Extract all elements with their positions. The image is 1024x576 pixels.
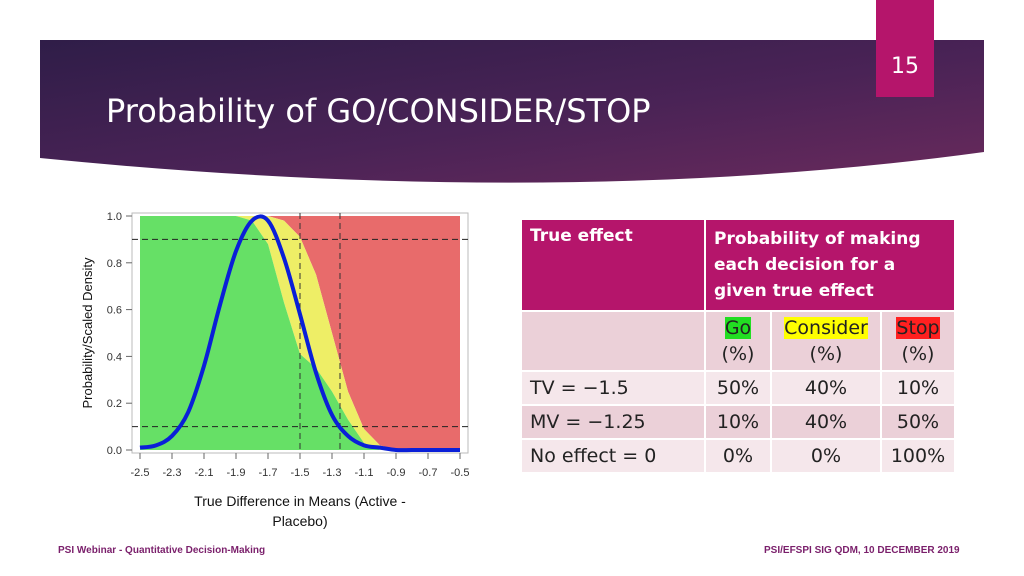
go-region — [140, 216, 460, 450]
x-tick-label: -2.1 — [195, 467, 214, 479]
table-row: MV = −1.25 10% 40% 50% — [520, 404, 956, 440]
table-row: TV = −1.5 50% 40% 10% — [520, 370, 956, 406]
x-tick-label: -0.7 — [419, 467, 438, 479]
stop-region — [140, 216, 460, 450]
y-tick-label: 0.2 — [107, 398, 122, 410]
row-label: No effect = 0 — [520, 438, 706, 474]
x-tick-label: -1.3 — [323, 467, 342, 479]
go-label: Go — [724, 317, 752, 339]
cell-stop: 10% — [880, 370, 956, 406]
footer-right: PSI/EFSPI SIG QDM, 10 DECEMBER 2019 — [764, 545, 960, 556]
consider-label: Consider — [784, 317, 868, 339]
y-tick-label: 0.6 — [107, 305, 122, 317]
table-header-row: True effect Probability of making each d… — [520, 218, 956, 312]
page-number: 15 — [876, 0, 934, 97]
table-subheader-row: Go (%) Consider (%) Stop (%) — [520, 310, 956, 372]
row-label: TV = −1.5 — [520, 370, 706, 406]
cell-stop: 100% — [880, 438, 956, 474]
cell-go: 50% — [704, 370, 772, 406]
x-tick-label: -1.1 — [355, 467, 374, 479]
probability-chart: 0.0 0.2 0.4 0.6 0.8 1.0 -2.5 -2.3 -2.1 -1.9 -1.7 -1… — [80, 211, 470, 529]
x-tick-label: -1.5 — [291, 467, 310, 479]
x-tick-label: -0.5 — [451, 467, 470, 479]
x-tick-label: -1.9 — [227, 467, 246, 479]
x-axis-label-line2: Placebo) — [272, 513, 327, 529]
x-tick-label: -2.5 — [131, 467, 150, 479]
y-tick-label: 0.0 — [107, 445, 122, 457]
stop-unit: (%) — [901, 343, 935, 365]
subheader-stop: Stop (%) — [880, 310, 956, 372]
cell-consider: 40% — [770, 370, 882, 406]
title-banner — [40, 40, 984, 183]
slide-title: Probability of GO/CONSIDER/STOP — [106, 92, 651, 130]
y-tick-label: 0.4 — [107, 351, 122, 363]
cell-stop: 50% — [880, 404, 956, 440]
y-tick-label: 1.0 — [107, 211, 122, 223]
x-tick-label: -0.9 — [387, 467, 406, 479]
cell-go: 10% — [704, 404, 772, 440]
x-axis-label-line1: True Difference in Means (Active - — [194, 493, 406, 509]
decision-table: True effect Probability of making each d… — [520, 218, 956, 474]
y-axis-label: Probability/Scaled Density — [80, 257, 95, 409]
y-tick-label: 0.8 — [107, 258, 122, 270]
go-unit: (%) — [721, 343, 755, 365]
row-label: MV = −1.25 — [520, 404, 706, 440]
cell-consider: 40% — [770, 404, 882, 440]
cell-consider: 0% — [770, 438, 882, 474]
header-probability: Probability of making each decision for … — [704, 218, 956, 312]
stop-label: Stop — [896, 317, 940, 339]
table-row: No effect = 0 0% 0% 100% — [520, 438, 956, 474]
subheader-go: Go (%) — [704, 310, 772, 372]
cell-go: 0% — [704, 438, 772, 474]
x-tick-label: -1.7 — [259, 467, 278, 479]
subheader-empty — [520, 310, 706, 372]
subheader-consider: Consider (%) — [770, 310, 882, 372]
footer-left: PSI Webinar - Quantitative Decision-Maki… — [58, 545, 266, 556]
density-curve — [139, 214, 460, 453]
consider-unit: (%) — [809, 343, 843, 365]
x-tick-label: -2.3 — [163, 467, 182, 479]
header-true-effect: True effect — [520, 218, 706, 312]
